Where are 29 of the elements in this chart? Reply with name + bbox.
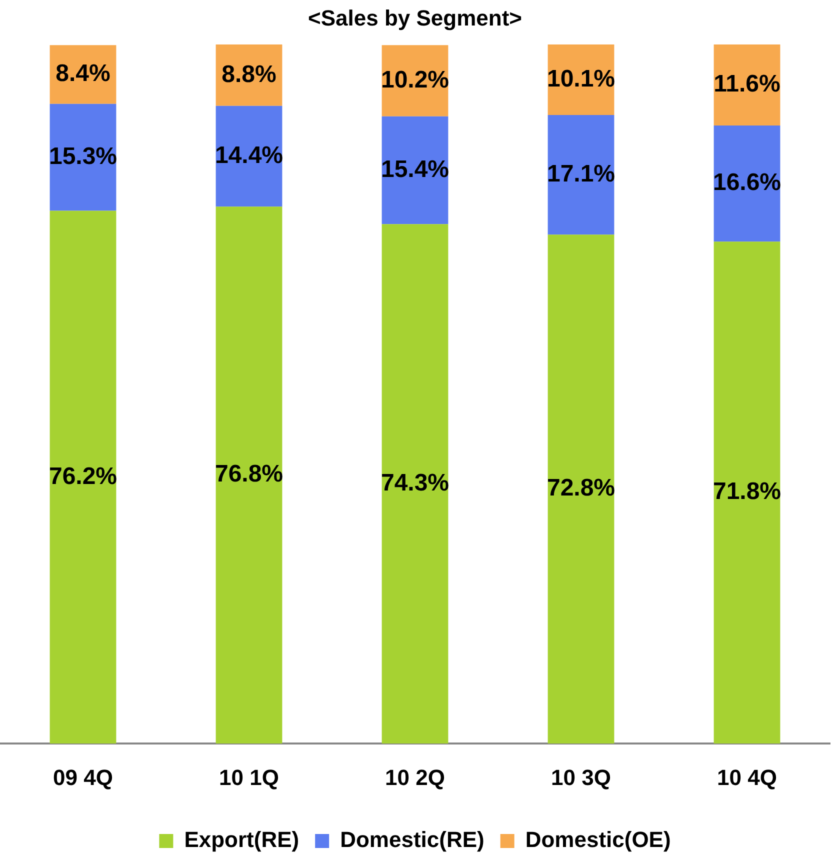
legend-label: Domestic(RE): [340, 827, 484, 852]
legend-label: Export(RE): [184, 827, 300, 852]
bar: [50, 210, 116, 744]
data-label: 8.8%: [222, 60, 276, 88]
bar: [714, 126, 780, 242]
x-tick-label: 09 4Q: [53, 764, 113, 790]
bar: [382, 116, 448, 224]
data-label: 11.6%: [714, 70, 780, 98]
chart-title: <Sales by Segment>: [308, 5, 522, 30]
data-label: 10.2%: [380, 66, 450, 94]
x-tick-label: 10 3Q: [551, 764, 611, 790]
data-label: 14.4%: [214, 142, 284, 169]
bar: [216, 206, 282, 744]
data-label: 8.4%: [56, 60, 110, 88]
x-tick-label: 10 4Q: [717, 764, 777, 790]
data-label: 10.1%: [546, 65, 616, 92]
bar: [382, 224, 448, 744]
data-label: 16.6%: [712, 169, 782, 196]
bar: [714, 242, 780, 744]
legend-label: Domestic(OE): [525, 827, 671, 852]
bar: [548, 115, 614, 235]
data-label: 15.4%: [380, 156, 450, 183]
x-tick-label: 10 2Q: [385, 764, 445, 790]
bar: [548, 234, 614, 744]
data-label: 17.1%: [546, 160, 616, 188]
bar: [216, 106, 282, 207]
bar: [50, 104, 116, 211]
x-tick-label: 10 1Q: [219, 764, 279, 790]
data-label: 15.3%: [48, 142, 118, 170]
